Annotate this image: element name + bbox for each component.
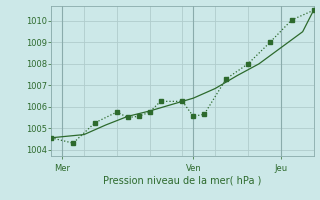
X-axis label: Pression niveau de la mer( hPa ): Pression niveau de la mer( hPa )	[103, 175, 261, 185]
